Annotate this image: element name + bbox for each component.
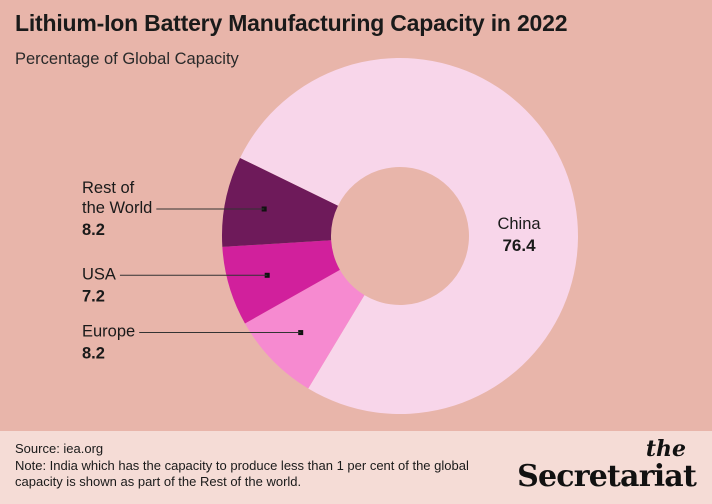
logo-name: Secretariat [517, 459, 697, 494]
publisher-logo: the Secretariat [517, 436, 697, 494]
value-usa: 7.2 [82, 287, 105, 305]
slice-china [240, 58, 579, 414]
slice-europe [244, 269, 365, 389]
label-rest-of-the-world: Rest of the World [82, 179, 152, 217]
slice-usa [222, 240, 340, 324]
source-note: Source: iea.org [15, 441, 104, 456]
donut-slices [222, 58, 579, 414]
value-europe: 8.2 [82, 345, 105, 363]
slice-labels: China 76.4 8.2 Europe 7.2 USA 8.2 Rest of the Wo… [82, 179, 541, 363]
chart-title: Lithium-Ion Battery Manufacturing Capaci… [15, 10, 568, 36]
value-rest-of-the-world: 8.2 [82, 221, 105, 239]
label-usa: USA [82, 265, 116, 283]
donut-chart: China 76.4 8.2 Europe 7.2 USA 8.2 Rest of the Wo… [82, 58, 579, 414]
slice-rest-of-the-world [222, 157, 338, 247]
chart-subtitle: Percentage of Global Capacity [15, 50, 239, 68]
label-europe: Europe [82, 323, 135, 341]
footnote: Note: India which has the capacity to pr… [15, 458, 469, 489]
value-china: 76.4 [502, 236, 536, 255]
logo-the: the [645, 436, 686, 462]
footer: Source: iea.org Note: India which has th… [0, 431, 712, 504]
label-china: China [497, 215, 541, 233]
